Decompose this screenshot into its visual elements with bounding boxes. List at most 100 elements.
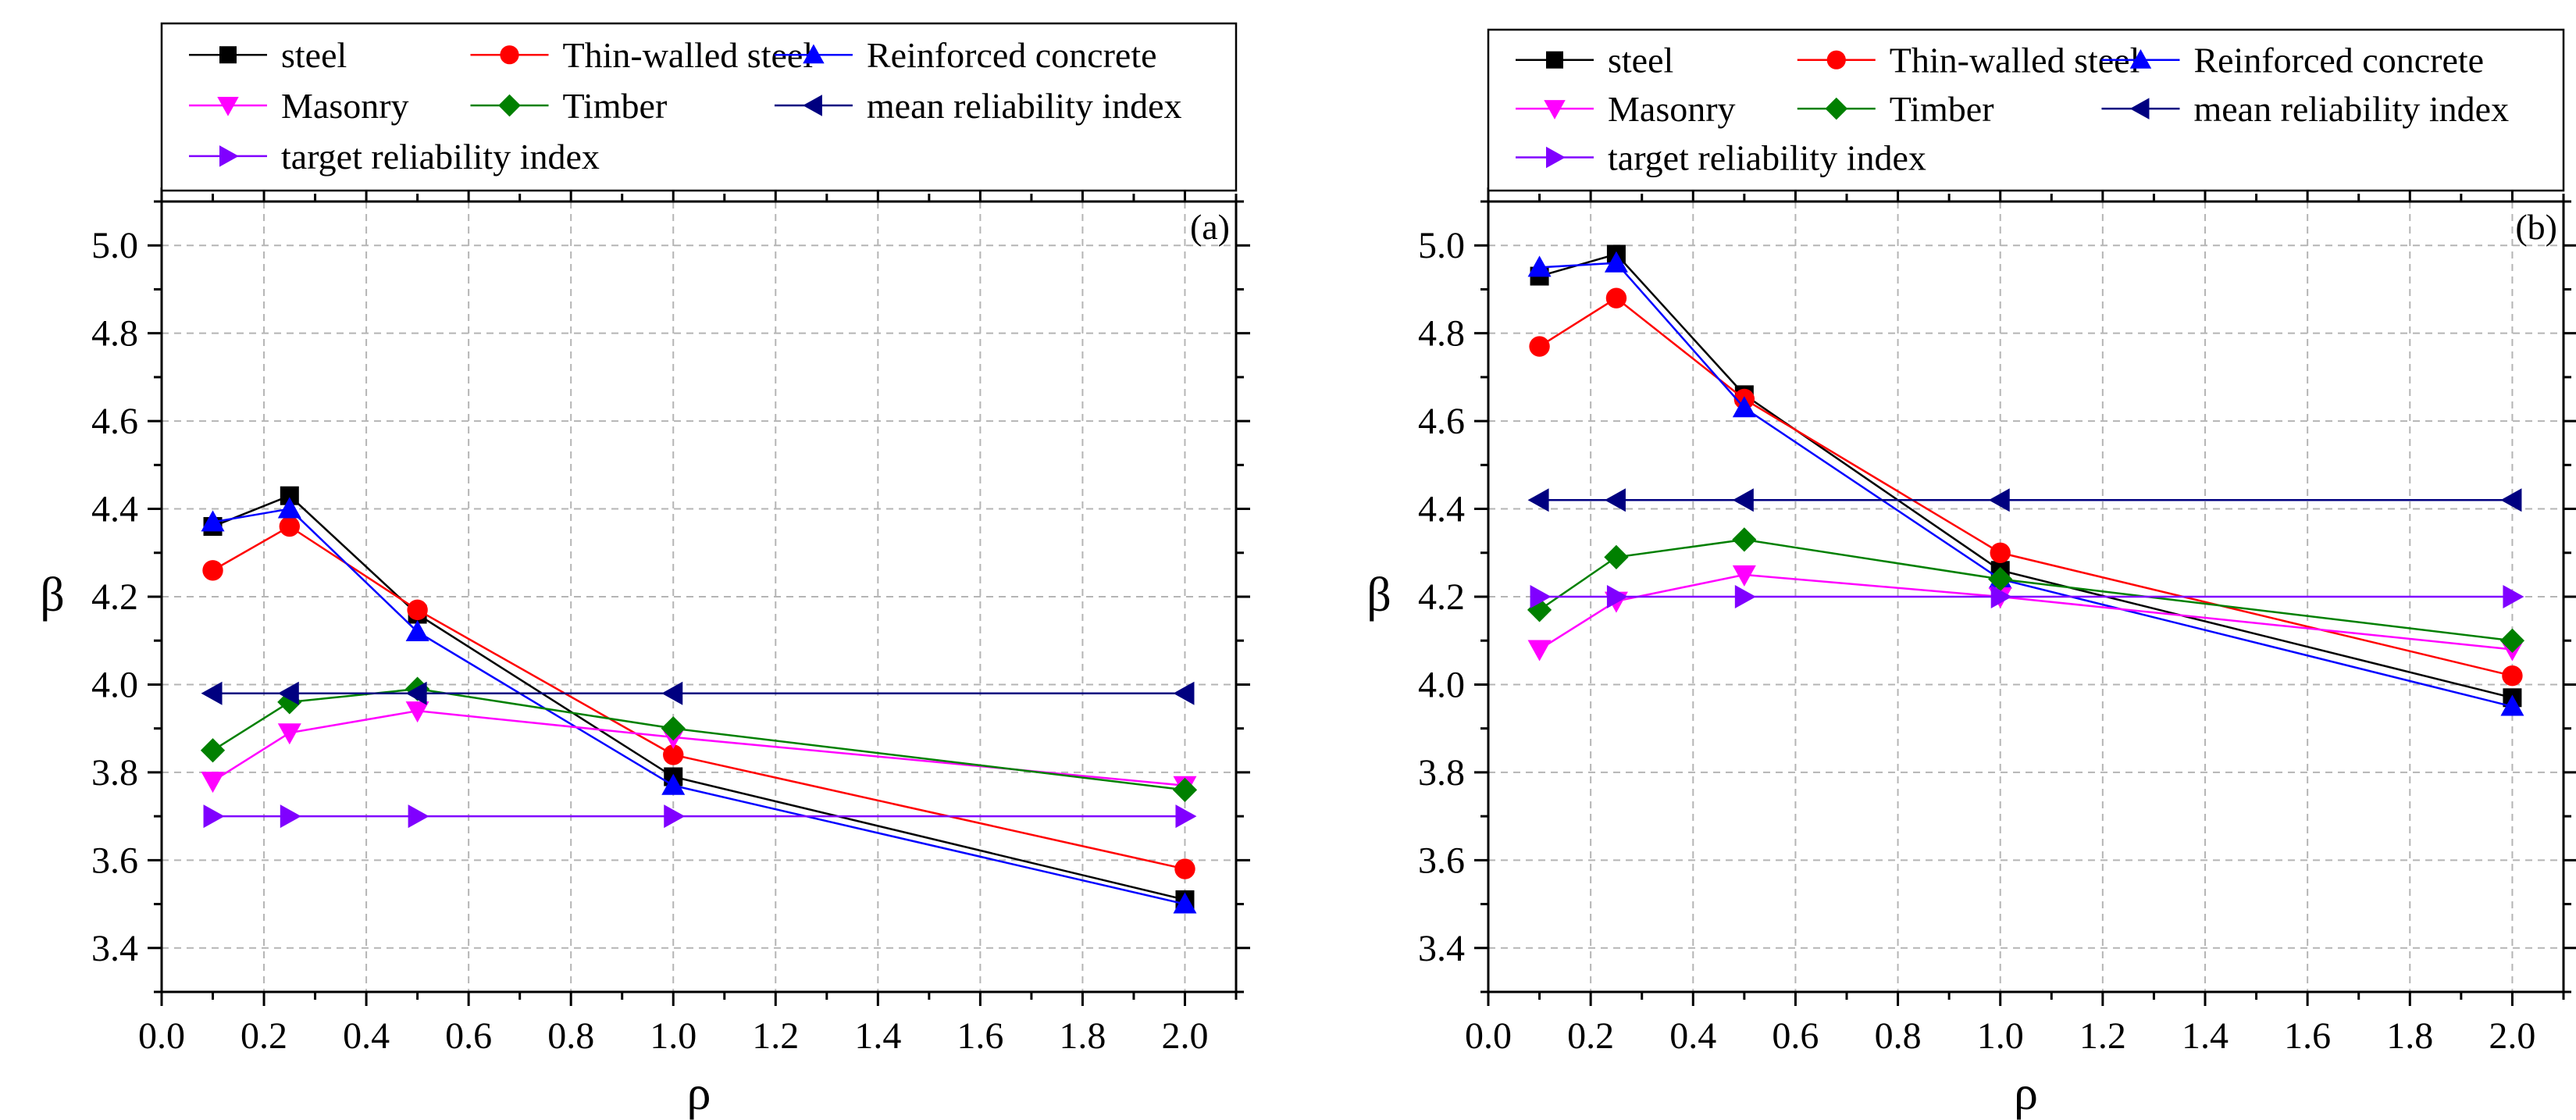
legend-item-4: Timber (470, 86, 668, 126)
legend-box (1487, 28, 2565, 192)
data-point (1990, 542, 2011, 563)
data-point (277, 681, 299, 705)
series-line (1538, 297, 2513, 677)
legend-item-2: Reinforced concrete (774, 35, 1157, 75)
legend-marker (1546, 51, 1563, 69)
legend-marker (2129, 98, 2150, 119)
legend-item-6: target reliability index (1516, 138, 1926, 178)
chart-panel-1: 0.0 0.2 0.4 0.6 0.8 1.0 1.2 1.4 1.6 1.8 2.0 3.4 3.6 3… (1366, 28, 2576, 1120)
legend-label: Reinforced concrete (2193, 41, 2484, 80)
legend-marker (2129, 48, 2152, 69)
data-point (1172, 777, 1198, 802)
legend-marker (1826, 50, 1846, 70)
x-tick-label: 1.6 (2284, 1015, 2331, 1057)
series-line (212, 494, 1185, 901)
series-0 (1530, 244, 2522, 708)
data-point (1175, 804, 1197, 829)
data-point (277, 690, 302, 715)
data-point (201, 772, 225, 794)
legend-label: Timber (563, 86, 668, 126)
legend-label: mean reliability index (2193, 89, 2509, 129)
data-point (1173, 892, 1197, 914)
data-point (1174, 858, 1195, 879)
legend-label: Reinforced concrete (867, 35, 1157, 75)
series-5 (1527, 488, 2522, 512)
x-tick-label: 0.8 (1875, 1015, 1922, 1057)
legend-label: mean reliability index (867, 86, 1182, 126)
y-tick-label: 4.2 (91, 576, 138, 618)
series-2 (201, 497, 1197, 914)
legend-item-6: target reliability index (189, 137, 600, 177)
legend-label: Masonry (1608, 89, 1736, 129)
x-tick-label: 0.2 (1567, 1015, 1614, 1057)
y-tick-label: 4.2 (1418, 576, 1465, 618)
x-axis-title: ρ (2014, 1067, 2038, 1120)
legend-label: Timber (1890, 89, 1994, 129)
data-point (664, 804, 686, 829)
y-tick-label: 4.8 (91, 313, 138, 355)
data-point (280, 804, 301, 829)
series-3 (1527, 565, 2524, 662)
data-point (277, 723, 301, 745)
x-tick-label: 1.2 (752, 1015, 799, 1057)
data-point (2500, 694, 2524, 716)
x-tick-label: 0.4 (343, 1015, 390, 1057)
x-tick-label: 1.4 (854, 1015, 901, 1057)
series-5 (201, 681, 1195, 705)
y-tick-label: 4.6 (1418, 401, 1465, 442)
y-tick-label: 4.0 (1418, 664, 1465, 705)
x-tick-label: 0.8 (547, 1015, 594, 1057)
y-axis-title: β (40, 569, 65, 622)
legend-item-5: mean reliability index (2101, 89, 2509, 129)
x-tick-label: 1.4 (2182, 1015, 2229, 1057)
x-tick-label: 2.0 (2489, 1015, 2535, 1057)
series-0 (203, 486, 1195, 909)
data-point (277, 497, 301, 519)
legend-item-0: steel (1516, 41, 1673, 80)
legend: steel Thin-walled steel Reinforced concret… (160, 22, 1238, 192)
legend-item-1: Thin-walled steel (1797, 41, 2140, 80)
series-6 (203, 804, 1197, 829)
legend-marker (1544, 100, 1566, 119)
y-axis-title: β (1366, 569, 1391, 622)
gridlines (162, 202, 1236, 992)
y-tick-label: 4.8 (1418, 313, 1465, 355)
legend-marker (500, 45, 519, 65)
x-axis-title: ρ (687, 1067, 711, 1120)
data-point (405, 619, 429, 641)
series-line (1538, 538, 2513, 642)
x-tick-label: 0.6 (445, 1015, 492, 1057)
y-tick-label: 3.4 (1418, 928, 1465, 969)
x-tick-label: 0.0 (1465, 1015, 1512, 1057)
y-tick-label: 5.0 (1418, 225, 1465, 266)
legend-marker (1825, 97, 1848, 120)
series-line (212, 709, 1185, 787)
series-1 (1529, 287, 2523, 687)
data-point (1988, 566, 2013, 592)
data-point (1606, 585, 1628, 608)
data-point (1604, 488, 1626, 512)
data-point (661, 716, 686, 741)
data-point (1732, 396, 1756, 418)
y-tick-label: 3.8 (91, 752, 138, 794)
x-tick-label: 1.8 (2386, 1015, 2433, 1057)
data-point (202, 560, 223, 581)
legend-item-0: steel (189, 35, 347, 75)
chart-panel-0: 0.0 0.2 0.4 0.6 0.8 1.0 1.2 1.4 1.6 1.8 2.0 3.4 3.6 3… (40, 22, 1250, 1120)
x-tick-label: 1.0 (650, 1015, 697, 1057)
legend-item-3: Masonry (1516, 89, 1736, 129)
series-line (1539, 253, 2513, 699)
series-4 (1527, 527, 2525, 653)
data-point (2502, 665, 2523, 687)
legend-marker (1546, 146, 1566, 169)
legend-label: target reliability index (1608, 138, 1926, 178)
x-tick-label: 1.0 (1977, 1015, 2024, 1057)
y-tick-label: 4.4 (1418, 489, 1465, 530)
data-point (1604, 251, 1628, 273)
legend-item-1: Thin-walled steel (470, 35, 813, 75)
panel-label: (a) (1190, 207, 1230, 247)
y-tick-label: 4.0 (91, 664, 138, 705)
data-point (1527, 640, 1552, 662)
panel-label: (b) (2515, 207, 2557, 247)
